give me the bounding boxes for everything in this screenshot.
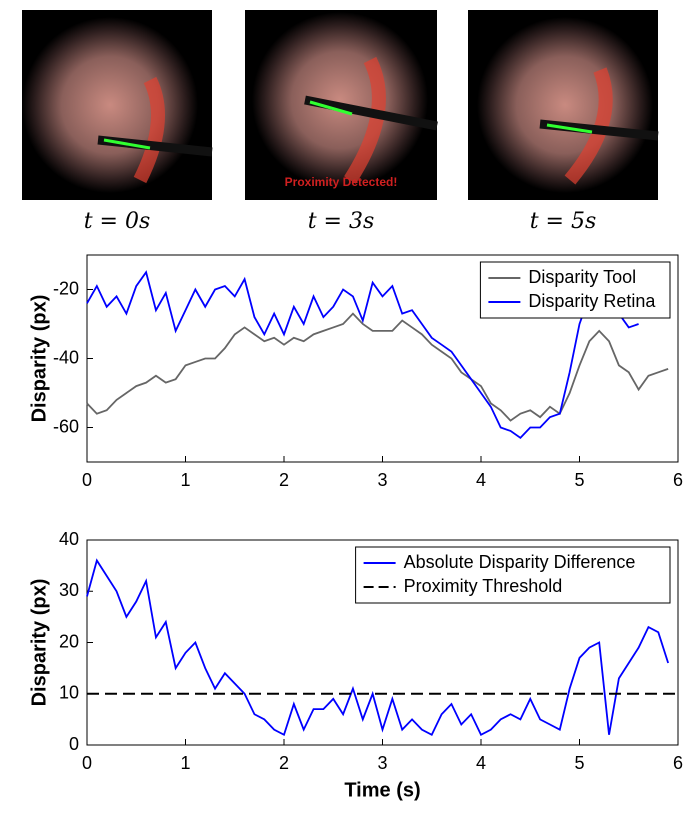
y-axis-label: Disparity (px) xyxy=(28,295,50,423)
y-axis-label: Disparity (px) xyxy=(28,579,50,707)
annotation: Proximity Detected! xyxy=(285,175,398,189)
y-tick-label: -20 xyxy=(53,278,79,298)
y-tick-label: -60 xyxy=(53,416,79,436)
y-tick-label: 20 xyxy=(59,631,79,651)
series-line xyxy=(86,558,670,737)
caption: t = 5s xyxy=(530,209,597,234)
x-tick-label: 1 xyxy=(180,470,190,490)
x-axis-label: Time (s) xyxy=(344,779,420,801)
image-panel xyxy=(468,10,659,200)
series-line xyxy=(86,270,639,440)
x-tick-label: 5 xyxy=(574,753,584,773)
image-panel: Proximity Detected! xyxy=(245,10,438,200)
x-tick-label: 3 xyxy=(377,470,387,490)
x-tick-label: 5 xyxy=(574,470,584,490)
caption: t = 3s xyxy=(308,209,375,234)
x-tick-label: 3 xyxy=(377,753,387,773)
legend-label: Proximity Threshold xyxy=(404,576,563,596)
x-tick-label: 2 xyxy=(279,470,289,490)
x-tick-label: 4 xyxy=(476,753,486,773)
legend-label: Disparity Retina xyxy=(528,291,656,311)
legend-box xyxy=(355,546,671,604)
y-tick-label: 40 xyxy=(59,529,79,549)
y-tick-label: 0 xyxy=(69,734,79,754)
x-tick-label: 6 xyxy=(673,753,683,773)
y-tick-label: 30 xyxy=(59,580,79,600)
x-tick-label: 6 xyxy=(673,470,683,490)
x-tick-label: 4 xyxy=(476,470,486,490)
series-line xyxy=(86,312,669,422)
x-tick-label: 1 xyxy=(180,753,190,773)
y-tick-label: -40 xyxy=(53,347,79,367)
x-tick-label: 0 xyxy=(82,470,92,490)
legend-label: Absolute Disparity Difference xyxy=(404,552,636,572)
legend-box xyxy=(479,261,671,319)
x-tick-label: 2 xyxy=(279,753,289,773)
legend-label: Disparity Tool xyxy=(528,267,636,287)
x-tick-label: 0 xyxy=(82,753,92,773)
y-tick-label: 10 xyxy=(59,683,79,703)
image-panel xyxy=(22,10,213,200)
caption: t = 0s xyxy=(84,209,151,234)
